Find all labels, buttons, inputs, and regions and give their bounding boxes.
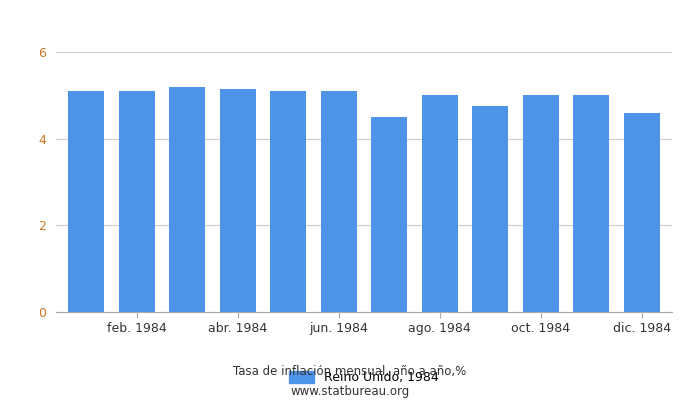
Text: Tasa de inflación mensual, año a año,%: Tasa de inflación mensual, año a año,% (233, 366, 467, 378)
Bar (270, 91, 307, 312)
Bar (522, 95, 559, 312)
Bar (68, 91, 104, 312)
Bar (371, 117, 407, 312)
Legend: Reino Unido, 1984: Reino Unido, 1984 (283, 365, 445, 390)
Bar (169, 87, 206, 312)
Bar (220, 89, 256, 312)
Bar (118, 91, 155, 312)
Bar (624, 113, 660, 312)
Bar (321, 91, 357, 312)
Bar (421, 95, 458, 312)
Text: www.statbureau.org: www.statbureau.org (290, 386, 410, 398)
Bar (472, 106, 508, 312)
Bar (573, 95, 610, 312)
